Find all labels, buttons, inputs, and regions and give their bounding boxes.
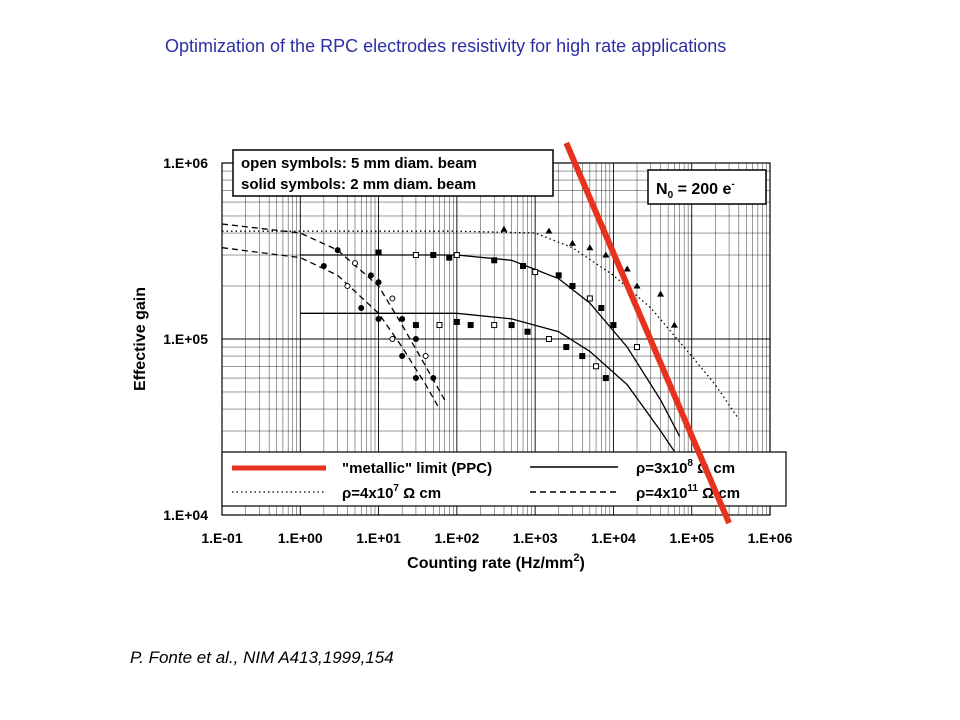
data-point — [500, 225, 508, 232]
data-point — [657, 290, 665, 297]
data-point — [375, 315, 382, 322]
data-point — [568, 239, 576, 246]
data-point — [352, 260, 359, 267]
annotation-solid-symbols: solid symbols: 2 mm diam. beam — [241, 176, 476, 193]
x-tick-labels: 1.E-01 1.E+00 1.E+01 1.E+02 1.E+03 1.E+04 1.E+… — [201, 530, 792, 546]
legend-label-3e8: ρ=3x108 Ω cm — [636, 458, 735, 477]
annotation-open-symbols: open symbols: 5 mm diam. beam — [241, 155, 477, 172]
data-point — [430, 252, 437, 259]
svg-text:N0 = 200 e-: N0 = 200 e- — [656, 179, 735, 201]
data-point — [344, 283, 351, 290]
data-point — [579, 353, 586, 360]
legend-label-metallic: "metallic" limit (PPC) — [342, 460, 492, 477]
metallic-limit-line — [563, 141, 732, 525]
data-point — [491, 322, 498, 329]
y-tick-label: 1.E+04 — [163, 507, 208, 523]
x-tick-label: 1.E+00 — [278, 530, 323, 546]
data-point — [375, 249, 382, 256]
data-point — [389, 336, 396, 342]
data-point — [593, 363, 600, 370]
series-curve — [222, 223, 446, 401]
data-point — [610, 322, 617, 329]
data-point — [446, 254, 453, 261]
data-points — [320, 225, 678, 382]
series-curve — [300, 312, 675, 452]
data-point — [532, 269, 539, 276]
data-point — [334, 247, 341, 254]
data-point — [412, 252, 419, 259]
x-axis-label: Counting rate (Hz/mm2) — [407, 552, 585, 572]
data-point — [412, 375, 419, 382]
x-tick-label: 1.E-01 — [201, 530, 242, 546]
data-point — [524, 328, 531, 335]
data-point — [586, 244, 594, 251]
x-tick-label: 1.E+06 — [748, 530, 793, 546]
series-curve — [222, 247, 441, 410]
legend: "metallic" limit (PPC) ρ=3x108 Ω cm ρ=4x… — [221, 451, 787, 507]
data-point — [633, 282, 641, 289]
data-point — [520, 262, 527, 269]
data-point — [375, 279, 382, 286]
data-point — [453, 252, 460, 259]
data-point — [320, 262, 327, 269]
x-tick-label: 1.E+01 — [356, 530, 401, 546]
x-tick-label: 1.E+05 — [669, 530, 714, 546]
data-point — [467, 322, 474, 329]
data-point — [670, 321, 678, 328]
data-point — [545, 336, 552, 342]
data-point — [508, 322, 515, 329]
data-point — [399, 353, 406, 360]
data-point — [430, 375, 437, 382]
x-tick-label: 1.E+04 — [591, 530, 636, 546]
data-point — [633, 344, 640, 351]
x-tick-label: 1.E+03 — [513, 530, 558, 546]
data-point — [412, 322, 419, 329]
data-point — [436, 322, 443, 329]
data-point — [586, 295, 593, 302]
legend-label-4e7: ρ=4x107 Ω cm — [342, 483, 441, 502]
series-curve — [300, 254, 681, 437]
data-point — [598, 305, 605, 312]
data-point — [555, 272, 562, 279]
data-point — [545, 227, 553, 234]
data-point — [569, 283, 576, 290]
data-point — [602, 375, 609, 382]
n0-annotation: N0 = 200 e- — [647, 169, 767, 205]
data-point — [623, 265, 631, 272]
data-point — [491, 257, 498, 264]
y-tick-label: 1.E+05 — [163, 331, 208, 347]
data-point — [422, 353, 429, 360]
x-tick-label: 1.E+02 — [434, 530, 479, 546]
data-point — [412, 336, 419, 342]
data-point — [358, 305, 365, 312]
y-tick-label: 1.E+06 — [163, 155, 208, 171]
y-axis-label: Effective gain — [132, 287, 149, 391]
data-point — [399, 315, 406, 322]
citation: P. Fonte et al., NIM A413,1999,154 — [130, 648, 394, 667]
curves — [222, 223, 740, 452]
y-tick-labels: 1.E+04 1.E+05 1.E+06 — [163, 155, 208, 523]
data-point — [563, 344, 570, 351]
data-point — [602, 251, 610, 258]
data-point — [367, 272, 374, 279]
series-curve — [222, 230, 740, 420]
data-point — [389, 295, 396, 302]
beam-annotation: open symbols: 5 mm diam. beam solid symb… — [232, 149, 554, 197]
data-point — [453, 318, 460, 325]
slide-title: Optimization of the RPC electrodes resis… — [165, 36, 727, 56]
